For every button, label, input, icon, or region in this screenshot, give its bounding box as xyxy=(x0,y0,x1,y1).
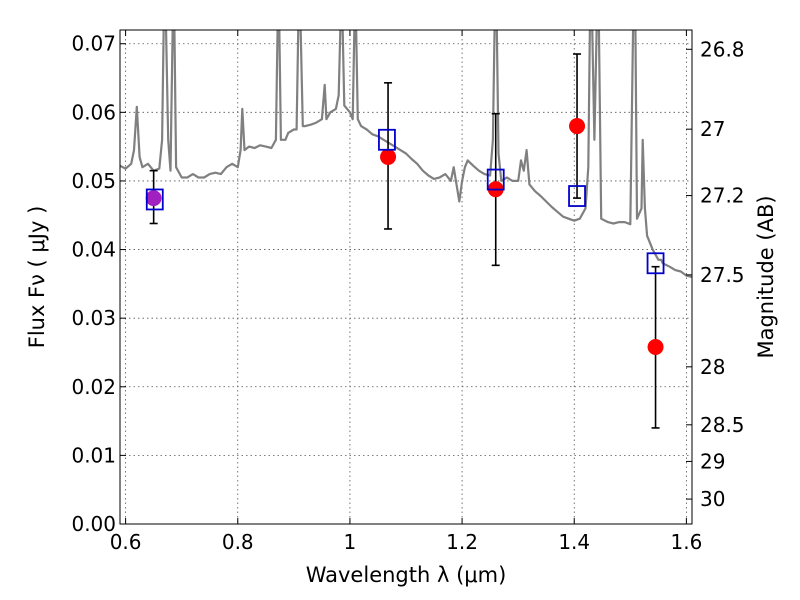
model-point xyxy=(378,128,396,151)
x-tick-label: 0.6 xyxy=(110,530,142,554)
y2-tick-label: 27 xyxy=(700,117,725,141)
grid-lines xyxy=(120,30,692,524)
x-tick-label: 0.8 xyxy=(222,530,254,554)
y2-tick-label: 26.8 xyxy=(700,37,745,61)
y-tick-label: 0.05 xyxy=(71,169,116,193)
plot-frame xyxy=(119,29,693,525)
y-axis-title: Flux Fν ( μJy ) xyxy=(25,206,49,349)
y2-tick-label: 27.2 xyxy=(700,184,745,208)
spectrum-line xyxy=(120,30,692,279)
y2-axis-title: Magnitude (AB) xyxy=(754,195,778,358)
x-tick-label: 1 xyxy=(344,530,357,554)
model-point xyxy=(646,252,665,275)
x-tick-label: 1.6 xyxy=(670,530,702,554)
y-tick-label: 0.04 xyxy=(71,238,116,262)
observed-point xyxy=(145,190,162,207)
y2-tick-label: 30 xyxy=(700,487,725,511)
y2-tick-label: 28 xyxy=(700,355,725,379)
y-tick-label: 0.03 xyxy=(71,306,116,330)
model-point xyxy=(486,168,505,191)
x-tick-label: 1.2 xyxy=(446,530,478,554)
observed-photometry xyxy=(145,118,664,355)
y-tick-label: 0.02 xyxy=(71,375,116,399)
y-tick-label: 0.01 xyxy=(71,443,116,467)
model-point xyxy=(568,185,586,207)
x-axis-title: Wavelength λ (μm) xyxy=(306,563,507,587)
y-tick-label: 0.00 xyxy=(71,512,116,536)
y2-axis-ticks: 26.8 27 27.2 27.5 28 28.5 29 30 xyxy=(686,37,745,511)
x-axis-ticks: 0.6 0.8 1 1.2 1.4 1.6 xyxy=(110,30,702,554)
y2-tick-label: 29 xyxy=(700,449,725,473)
y-axis-ticks: 0.00 0.01 0.02 0.03 0.04 0.05 0.06 0.07 xyxy=(71,32,126,536)
error-bars xyxy=(149,53,660,429)
x-tick-label: 1.4 xyxy=(558,530,590,554)
observed-point xyxy=(569,118,586,135)
model-spectrum xyxy=(120,30,692,279)
y2-tick-label: 28.5 xyxy=(700,413,745,437)
observed-point xyxy=(380,148,397,165)
observed-point xyxy=(647,338,664,355)
y-tick-label: 0.06 xyxy=(71,100,116,124)
model-photometry xyxy=(145,128,665,275)
y-tick-label: 0.07 xyxy=(71,32,116,56)
model-point xyxy=(145,188,164,211)
y2-tick-label: 27.5 xyxy=(700,263,745,287)
